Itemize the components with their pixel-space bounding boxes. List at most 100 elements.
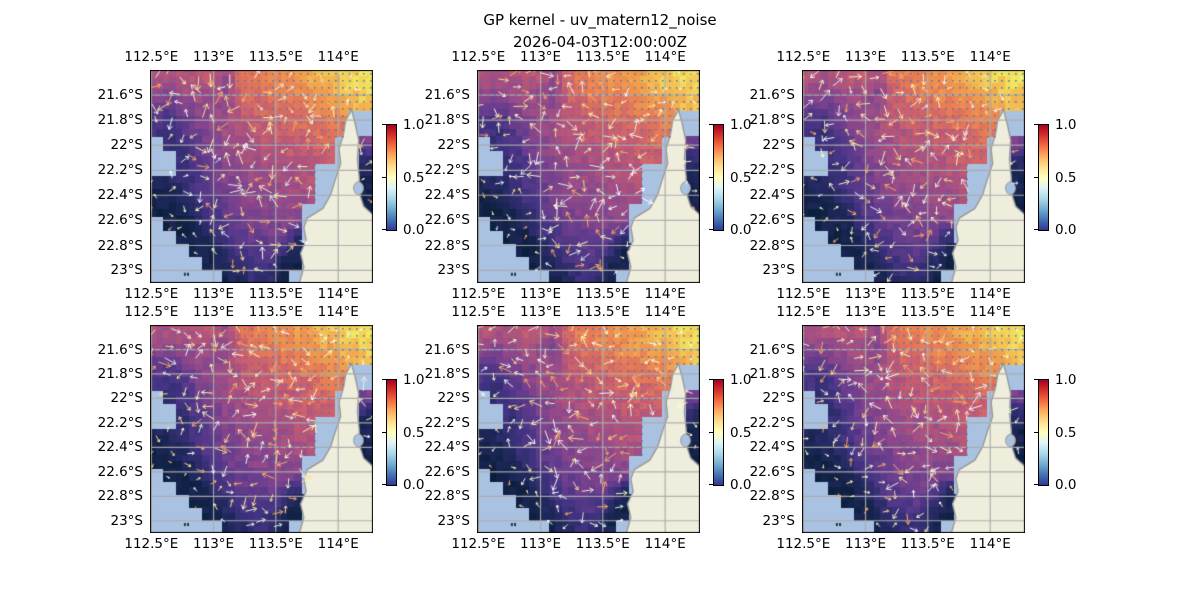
y-tick-4-r0c1: 22.4°S <box>424 187 470 204</box>
y-tick-3-r0c0: 22.2°S <box>97 162 143 179</box>
x-tick-bottom-3-r0c1: 114°E <box>644 286 686 302</box>
colorbar-tickmark-2-r1c1 <box>709 484 713 486</box>
y-tick-1-r1c2: 21.8°S <box>749 365 795 382</box>
x-tick-bottom-1-r1c2: 113°E <box>845 536 887 552</box>
colorbar-tickmark-2-r0c1 <box>709 229 713 231</box>
colorbar-gradient-r1c2 <box>1038 379 1049 486</box>
map-subplot-r0c0: 112.5°E 112.5°E 113°E 113°E 113.5°E 113.5°E 11… <box>98 49 425 302</box>
x-tick-top-2-r1c0: 113.5°E <box>248 304 303 320</box>
y-tick-7-r1c2: 23°S <box>762 512 796 529</box>
map-subplot-r1c0: 112.5°E 112.5°E 113°E 113°E 113.5°E 113.5°E 11… <box>98 304 425 552</box>
x-tick-bottom-3-r1c0: 114°E <box>317 536 359 552</box>
colorbar-r1c2: 1.0 0.5 0.0 <box>1034 372 1087 493</box>
colorbar-tickmark-2-r1c2 <box>1034 484 1038 486</box>
colorbar-r0c0: 1.0 0.5 0.0 <box>382 117 435 238</box>
y-tick-6-r1c2: 22.8°S <box>749 488 795 505</box>
y-tick-4-r0c0: 22.4°S <box>97 187 143 204</box>
y-tick-7-r0c1: 23°S <box>437 262 471 279</box>
x-tick-bottom-3-r0c2: 114°E <box>969 286 1011 302</box>
colorbar-tick-label-1-r0c0: 0.5 <box>403 169 425 186</box>
colorbar-tickmark-2-r1c0 <box>382 484 386 486</box>
y-tick-3-r1c1: 22.2°S <box>424 414 470 431</box>
colorbar-r1c0: 1.0 0.5 0.0 <box>382 372 435 493</box>
colorbar-tick-label-1-r1c2: 0.5 <box>1055 424 1077 441</box>
x-tick-bottom-3-r1c1: 114°E <box>644 536 686 552</box>
y-tick-5-r0c0: 22.6°S <box>97 212 143 229</box>
x-tick-top-0-r0c0: 112.5°E <box>124 49 179 65</box>
y-tick-5-r1c0: 22.6°S <box>97 463 143 480</box>
x-tick-bottom-3-r0c0: 114°E <box>317 286 359 302</box>
colorbar-tick-label-2-r1c0: 0.0 <box>403 477 425 493</box>
x-tick-top-3-r1c2: 114°E <box>969 304 1011 320</box>
x-tick-bottom-0-r0c0: 112.5°E <box>124 286 179 302</box>
x-tick-top-2-r1c1: 113.5°E <box>575 304 630 320</box>
y-tick-0-r0c0: 21.6°S <box>97 87 143 104</box>
colorbar-tickmark-0-r0c2 <box>1034 124 1038 126</box>
x-tick-bottom-1-r0c0: 113°E <box>193 286 235 302</box>
map-canvas-r1c2 <box>802 325 1025 533</box>
colorbar-tick-label-0-r0c2: 1.0 <box>1055 117 1077 133</box>
y-tick-1-r1c1: 21.8°S <box>424 365 470 382</box>
x-tick-top-3-r1c0: 114°E <box>317 304 359 320</box>
colorbar-tickmark-1-r1c2 <box>1034 431 1038 433</box>
x-tick-top-1-r1c2: 113°E <box>845 304 887 320</box>
colorbar-gradient-r0c0 <box>386 124 397 231</box>
map-subplot-r1c1: 112.5°E 112.5°E 113°E 113°E 113.5°E 113.5°E 11… <box>425 304 752 552</box>
y-tick-0-r1c2: 21.6°S <box>749 341 795 358</box>
colorbar-gradient-r0c1 <box>713 124 724 231</box>
colorbar-r1c1: 1.0 0.5 0.0 <box>709 372 762 493</box>
colorbar-tickmark-0-r0c1 <box>709 124 713 126</box>
chart-subtitle: 2026-04-03T12:00:00Z <box>513 33 687 51</box>
y-tick-0-r0c1: 21.6°S <box>424 87 470 104</box>
colorbar-tickmark-2-r0c0 <box>382 229 386 231</box>
y-tick-1-r1c0: 21.8°S <box>97 365 143 382</box>
map-canvas-r0c0 <box>150 70 373 283</box>
y-tick-2-r1c1: 22°S <box>437 390 471 407</box>
colorbar-tickmark-1-r1c1 <box>709 431 713 433</box>
y-tick-1-r0c1: 21.8°S <box>424 112 470 129</box>
colorbar-tickmark-1-r0c2 <box>1034 176 1038 178</box>
colorbar-tick-label-2-r1c2: 0.0 <box>1055 477 1077 493</box>
map-subplot-r0c1: 112.5°E 112.5°E 113°E 113°E 113.5°E 113.5°E 11… <box>425 49 752 302</box>
x-tick-bottom-0-r1c0: 112.5°E <box>124 536 179 552</box>
x-tick-top-2-r0c2: 113.5°E <box>900 49 955 65</box>
x-tick-top-1-r0c2: 113°E <box>845 49 887 65</box>
y-tick-6-r0c1: 22.8°S <box>424 237 470 254</box>
colorbar-tick-label-2-r1c1: 0.0 <box>730 477 752 493</box>
colorbar-tickmark-1-r0c1 <box>709 176 713 178</box>
x-tick-top-0-r1c2: 112.5°E <box>776 304 831 320</box>
colorbar-tickmark-0-r1c2 <box>1034 379 1038 381</box>
colorbar-tick-label-2-r0c2: 0.0 <box>1055 222 1077 238</box>
y-tick-2-r0c1: 22°S <box>437 137 471 154</box>
figure-title-block: GP kernel - uv_matern12_noise 2026-04-03… <box>0 9 1200 53</box>
y-tick-7-r0c0: 23°S <box>110 262 144 279</box>
colorbar-tick-label-1-r1c0: 0.5 <box>403 424 425 441</box>
colorbar-tick-label-0-r0c1: 1.0 <box>730 117 752 133</box>
y-tick-5-r1c1: 22.6°S <box>424 463 470 480</box>
y-tick-3-r0c1: 22.2°S <box>424 162 470 179</box>
x-tick-bottom-3-r1c2: 114°E <box>969 536 1011 552</box>
y-tick-3-r0c2: 22.2°S <box>749 162 795 179</box>
y-tick-4-r1c2: 22.4°S <box>749 439 795 456</box>
colorbar-tick-label-2-r0c1: 0.0 <box>730 222 752 238</box>
x-tick-bottom-0-r0c1: 112.5°E <box>451 286 506 302</box>
x-tick-bottom-2-r1c2: 113.5°E <box>900 536 955 552</box>
x-tick-bottom-0-r0c2: 112.5°E <box>776 286 831 302</box>
colorbar-tick-label-1-r0c1: 0.5 <box>730 169 752 186</box>
colorbar-r0c1: 1.0 0.5 0.0 <box>709 117 762 238</box>
map-subplot-r0c2: 112.5°E 112.5°E 113°E 113°E 113.5°E 113.5°E 11… <box>750 49 1077 302</box>
y-tick-1-r0c0: 21.8°S <box>97 112 143 129</box>
colorbar-tick-label-0-r1c2: 1.0 <box>1055 372 1077 388</box>
colorbar-tick-label-0-r1c0: 1.0 <box>403 372 425 388</box>
y-tick-1-r0c2: 21.8°S <box>749 112 795 129</box>
colorbar-r0c2: 1.0 0.5 0.0 <box>1034 117 1087 238</box>
x-tick-top-2-r0c0: 113.5°E <box>248 49 303 65</box>
map-canvas-r0c1 <box>477 70 700 283</box>
y-tick-6-r1c1: 22.8°S <box>424 488 470 505</box>
x-tick-top-1-r1c0: 113°E <box>193 304 235 320</box>
colorbar-tickmark-1-r0c0 <box>382 176 386 178</box>
x-tick-top-3-r0c0: 114°E <box>317 49 359 65</box>
colorbar-gradient-r0c2 <box>1038 124 1049 231</box>
map-canvas-r0c2 <box>802 70 1025 283</box>
